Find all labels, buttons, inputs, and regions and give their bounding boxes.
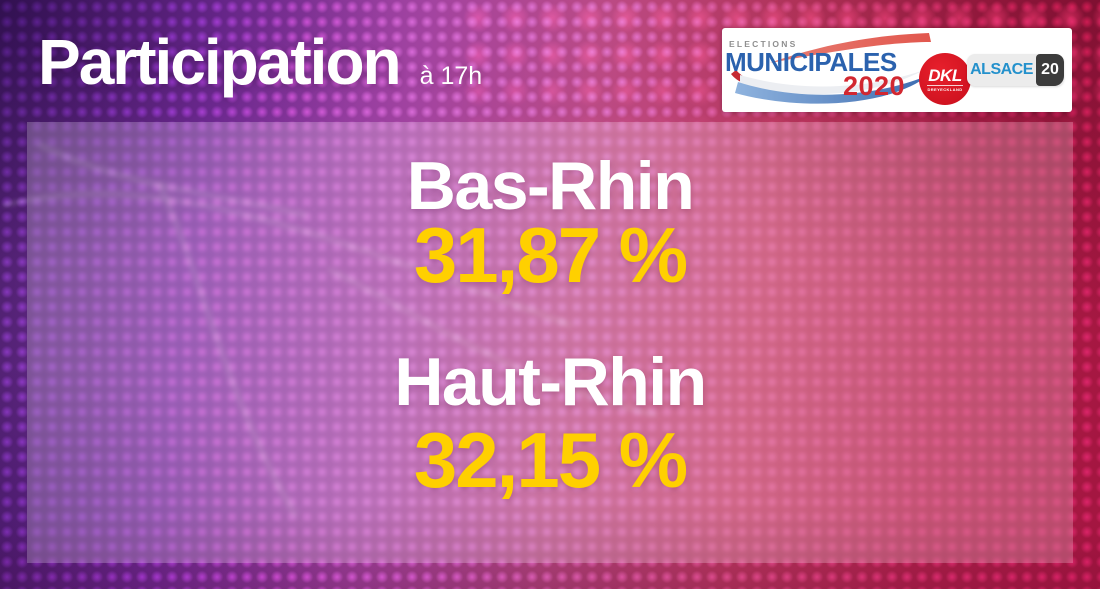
alsace20-logo: ALSACE 20	[967, 54, 1064, 86]
page-title: Participation	[38, 26, 402, 98]
header: Participation à 17h	[38, 30, 482, 94]
alsace-number-badge: 20	[1036, 54, 1064, 86]
content-panel	[27, 122, 1073, 563]
department-name: Haut-Rhin	[394, 344, 707, 420]
department-name: Bas-Rhin	[406, 148, 695, 224]
alsace-label: ALSACE	[970, 61, 1033, 78]
dkl-sub-label: DREYECKLAND	[927, 84, 963, 92]
participation-value: 32,15 %	[413, 416, 688, 504]
broadcast-logo: ELECTIONS MUNICIPALES 2020 DKL DREYECKLA…	[722, 28, 1072, 112]
dkl-logo: DKL DREYECKLAND	[919, 53, 971, 105]
elections-label: ELECTIONS	[729, 39, 798, 49]
results-list: Bas-Rhin 31,87 % Haut-Rhin 32,15 %	[27, 122, 1073, 499]
year-label: 2020	[843, 71, 906, 101]
dkl-label: DKL	[928, 65, 962, 85]
participation-value: 31,87 %	[413, 211, 688, 299]
time-label: à 17h	[419, 62, 483, 90]
flag-swoosh-icon	[731, 33, 931, 104]
municipales-wordmark: MUNICIPALES	[725, 47, 897, 77]
